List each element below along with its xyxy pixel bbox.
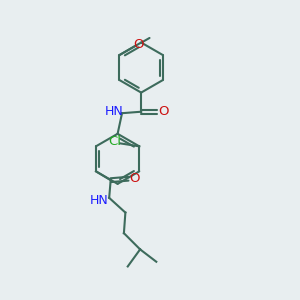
Text: O: O [129,172,140,185]
Text: HN: HN [104,105,123,118]
Text: HN: HN [90,194,109,207]
Text: O: O [158,105,169,118]
Text: Cl: Cl [108,134,121,148]
Text: O: O [134,38,144,51]
